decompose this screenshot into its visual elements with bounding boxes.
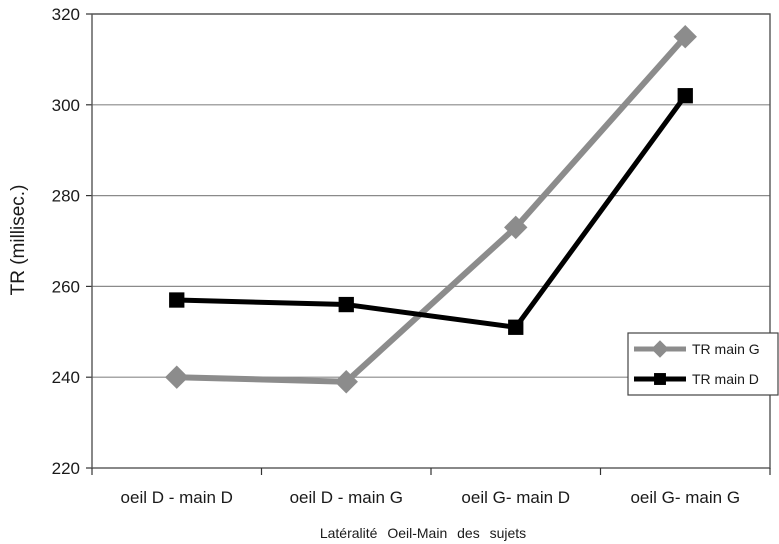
- plot-frame: [91, 13, 771, 469]
- series: [165, 24, 697, 394]
- series-line: [174, 93, 688, 330]
- legend-marker: [654, 373, 666, 385]
- series-1: [165, 24, 697, 394]
- legend-marker: [651, 340, 669, 358]
- x-axis-label: Latéralité Oeil-Main des sujets: [320, 525, 526, 541]
- y-axis-label: TR (millisec.): [8, 185, 29, 296]
- axes: [86, 13, 771, 475]
- data-point: [677, 88, 693, 104]
- y-tick-labels: 220 240 260 280 300 320: [52, 5, 80, 478]
- legend-label: TR main D: [692, 371, 759, 387]
- x-tick-labels: oeil D - main D oeil D - main G oeil G- ma…: [121, 488, 741, 507]
- data-point: [508, 319, 524, 335]
- y-tick-label: 240: [52, 368, 80, 387]
- series-line: [173, 33, 689, 385]
- y-tick-label: 220: [52, 459, 80, 478]
- series-2: [169, 88, 693, 335]
- grid-lines: [92, 13, 770, 378]
- y-tick-label: 280: [52, 187, 80, 206]
- data-point: [338, 296, 354, 313]
- x-tick-label: oeil D - main D: [121, 488, 233, 507]
- legend: TR main G TR main D: [627, 332, 779, 396]
- data-point: [169, 292, 185, 308]
- y-tick-label: 260: [52, 277, 80, 296]
- legend-label: TR main G: [692, 341, 760, 357]
- legend-box: [627, 332, 779, 396]
- x-tick-label: oeil G- main D: [461, 488, 570, 507]
- x-tick-label: oeil G- main G: [630, 488, 740, 507]
- data-point: [673, 24, 697, 49]
- data-point: [165, 365, 189, 389]
- y-tick-label: 320: [52, 5, 80, 24]
- x-tick-label: oeil D - main G: [290, 488, 403, 507]
- data-point: [334, 370, 358, 394]
- y-tick-label: 300: [52, 96, 80, 115]
- data-point: [504, 215, 528, 240]
